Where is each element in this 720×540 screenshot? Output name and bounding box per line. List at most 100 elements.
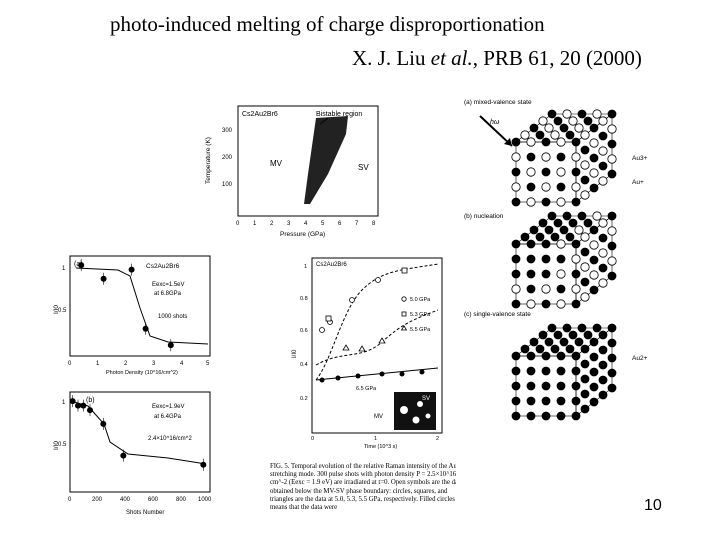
- atom-filled: [580, 404, 590, 414]
- atom-filled: [583, 218, 593, 228]
- atom-filled: [607, 383, 617, 393]
- legend-circle-marker: [401, 296, 407, 302]
- atom-open: [511, 284, 521, 294]
- atom-filled: [580, 389, 590, 399]
- atom-open: [580, 232, 590, 242]
- atom-open: [589, 138, 599, 148]
- atom-filled: [538, 330, 548, 340]
- cube-nucleation: [511, 211, 617, 309]
- photon-arrowhead: [504, 138, 512, 146]
- atom-filled: [589, 285, 599, 295]
- sv-inset-dot: [412, 416, 420, 424]
- panel-b-energy: Eexc=1.9eV: [152, 404, 185, 410]
- phase-xtick: 2: [270, 221, 274, 227]
- phase-ytick: 100: [222, 182, 233, 188]
- atom-filled: [607, 109, 617, 119]
- atom-open: [571, 152, 581, 162]
- panel-b-ylabel: I/I0: [53, 441, 60, 450]
- atom-filled: [607, 271, 617, 281]
- phase-xlabel: Pressure (GPa): [280, 231, 325, 238]
- atom-filled: [547, 109, 557, 119]
- time-upper-curve: [315, 263, 439, 381]
- panel-b-xticks: 0 200 400 600 800 1000: [68, 497, 212, 503]
- atom-filled: [571, 381, 581, 391]
- atom-filled: [553, 218, 563, 228]
- atom-filled: [511, 381, 521, 391]
- atom-filled: [571, 366, 581, 376]
- time-filled-point: [335, 375, 341, 381]
- time-filled-point: [419, 369, 425, 375]
- atom-filled: [553, 330, 563, 340]
- phase-diagram-figure: Cs2Au2Br6 Bistable region MV SV Temperat…: [198, 94, 398, 242]
- atom-open: [598, 278, 608, 288]
- atom-filled: [589, 367, 599, 377]
- panel-b-xtick: 800: [176, 497, 187, 503]
- atom-open: [526, 137, 536, 147]
- atom-filled: [541, 239, 551, 249]
- bistable-region-shape: [304, 116, 348, 204]
- panel-a-xtick: 0: [68, 361, 72, 367]
- atom-filled: [556, 411, 566, 421]
- citation-authors: X. J. Liu: [352, 46, 431, 70]
- panel-a-ylabel: I/I0: [53, 305, 60, 314]
- atom-filled: [541, 396, 551, 406]
- atom-open: [511, 152, 521, 162]
- panel-b-fit-line: [73, 401, 207, 465]
- atom-open: [541, 284, 551, 294]
- panel-a-xlabel: Photon Density (10^16/cm^2): [106, 370, 178, 376]
- phase-xtick: 7: [355, 221, 359, 227]
- atom-filled: [511, 137, 521, 147]
- panel-b-frame: [69, 391, 211, 493]
- atom-filled: [577, 211, 587, 221]
- phase-xtick: 0: [236, 221, 240, 227]
- atom-filled: [529, 123, 539, 133]
- atom-filled: [583, 116, 593, 126]
- cube-single-valence: [511, 323, 617, 421]
- atom-open: [550, 130, 560, 140]
- panel-a-xtick: 1: [96, 361, 100, 367]
- atom-open: [592, 211, 602, 221]
- phase-xtick: 8: [372, 221, 376, 227]
- time-legend-entry: 5.0 GPa: [410, 297, 431, 303]
- atom-filled: [571, 351, 581, 361]
- atom-filled: [526, 366, 536, 376]
- atom-filled: [556, 381, 566, 391]
- crystal-au3-label: Au3+: [632, 155, 648, 162]
- legend-square-marker: [401, 311, 407, 317]
- time-evolution-figure: Cs2Au2Br6 5.0 GPa 5.3 GPa 5.5 GPa 6.5 GP…: [282, 250, 452, 450]
- atom-filled: [541, 254, 551, 264]
- atom-filled: [565, 130, 575, 140]
- atom-filled: [526, 381, 536, 391]
- atom-open: [556, 197, 566, 207]
- atom-open: [598, 248, 608, 258]
- atom-filled: [556, 396, 566, 406]
- atom-filled: [526, 284, 536, 294]
- panel-b-ytick: 1: [62, 400, 66, 406]
- atom-open: [520, 130, 530, 140]
- atom-filled: [589, 255, 599, 265]
- sv-inset-dot: [417, 401, 423, 407]
- panel-a-xtick: 2: [124, 361, 128, 367]
- atom-filled: [598, 375, 608, 385]
- sv-inset-dot: [425, 413, 431, 419]
- atom-filled: [559, 123, 569, 133]
- time-ytick: 0.8: [300, 296, 308, 302]
- time-xtick: 2: [436, 436, 439, 442]
- atom-filled: [556, 366, 566, 376]
- atom-filled: [526, 351, 536, 361]
- phase-xtick: 1: [253, 221, 257, 227]
- sv-inset-dot: [400, 406, 408, 414]
- crystal-lattice-figure: (a) mixed-valence state (b) nucleation (…: [456, 94, 696, 504]
- atom-filled: [541, 299, 551, 309]
- time-ytick: 0.6: [300, 328, 308, 334]
- phase-yticks: 100 200 300: [222, 128, 233, 188]
- atom-filled: [577, 323, 587, 333]
- panel-a-pressure: at 6.8GPa: [154, 291, 182, 297]
- time-xlabel: Time (10^3 s): [364, 444, 397, 450]
- atom-filled: [553, 116, 563, 126]
- atom-open: [571, 284, 581, 294]
- time-open-point: [401, 267, 408, 274]
- citation-etal: et al.: [430, 46, 473, 70]
- time-filled-point: [319, 377, 325, 383]
- atom-filled: [580, 359, 590, 369]
